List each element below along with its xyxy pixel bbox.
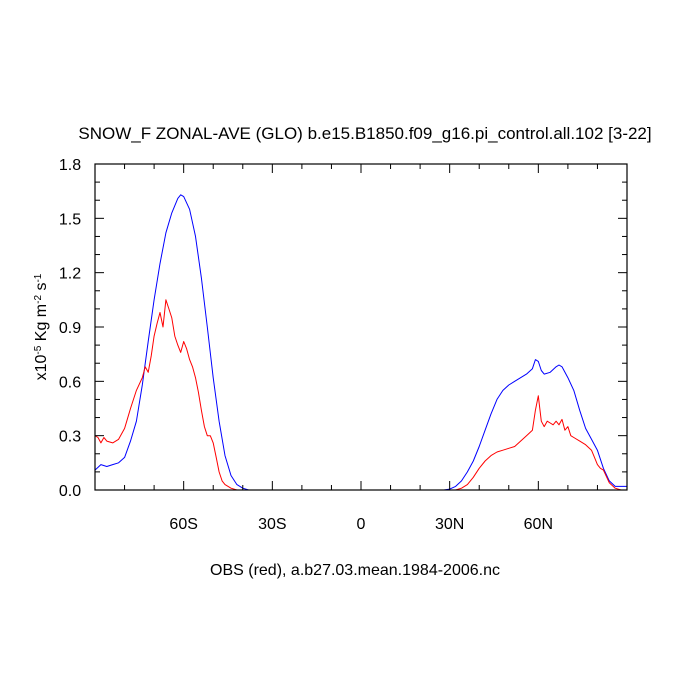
x-axis-label: OBS (red), a.b27.03.mean.1984-2006.nc	[210, 562, 500, 579]
y-tick-label: 1.2	[59, 266, 81, 283]
x-tick-label: 60N	[524, 516, 553, 533]
chart-title: SNOW_F ZONAL-AVE (GLO) b.e15.B1850.f09_g…	[78, 124, 651, 143]
y-tick-label: 1.5	[59, 211, 81, 228]
y-tick-label: 0.9	[59, 320, 81, 337]
x-tick-label: 0	[357, 516, 366, 533]
y-label-exponent-1: -5	[33, 345, 44, 354]
y-tick-label: 0.6	[59, 374, 81, 391]
x-tick-label: 30S	[258, 516, 286, 533]
y-label-exponent-2: -2	[33, 295, 44, 304]
y-tick-label: 0.3	[59, 429, 81, 446]
x-tick-label: 60S	[169, 516, 197, 533]
y-label-prefix: x10	[33, 354, 50, 380]
ticks-layer: 0.0 0.3 0.6 0.9 1.2 1.5 1.8 60S 30S 0 30N 60N	[59, 157, 627, 533]
y-label-exponent-3: -1	[33, 273, 44, 282]
series-layer	[94, 194, 627, 491]
y-axis-label: x10-5 Kg m-2 s-1	[33, 273, 51, 380]
x-tick-label: 30N	[435, 516, 464, 533]
series-line-blue	[94, 194, 627, 491]
y-label-unit-1: Kg m	[33, 304, 50, 346]
series-line-red	[94, 299, 627, 491]
y-tick-label: 1.8	[59, 157, 81, 174]
y-tick-label: 0.0	[59, 483, 81, 500]
plot-frame	[94, 163, 628, 491]
y-label-unit-2: s	[33, 283, 50, 295]
